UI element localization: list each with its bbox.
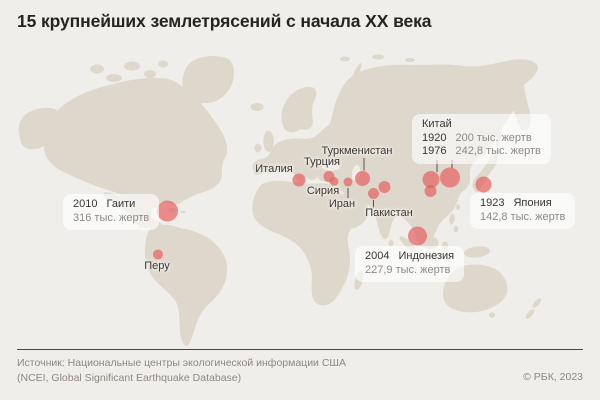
label-row: 1923 Япония bbox=[480, 197, 565, 211]
quake-marker-iran bbox=[343, 177, 353, 187]
label-text: Китай bbox=[422, 118, 452, 130]
quake-marker-pakistan-1 bbox=[368, 188, 379, 199]
label-row: 2004 Индонезия bbox=[365, 250, 454, 264]
label-row: 1920 200 тыс. жертв bbox=[422, 132, 541, 146]
page-title: 15 крупнейших землетрясений с начала XX … bbox=[17, 11, 432, 31]
country-label-peru: Перу bbox=[144, 260, 170, 272]
label-text: 1923 bbox=[480, 197, 505, 209]
quake-label-indonesia: 2004 Индонезия 227,9 тыс. жертв bbox=[355, 246, 465, 282]
label-text: 242,8 тыс. жертв bbox=[455, 145, 541, 157]
label-text: 1920 bbox=[422, 131, 447, 144]
label-text: Индонезия bbox=[398, 250, 455, 262]
quake-markers bbox=[153, 167, 492, 260]
quake-marker-italy bbox=[292, 173, 306, 187]
quake-marker-syria bbox=[329, 177, 339, 186]
label-text: 227,9 тыс. жертв bbox=[365, 263, 451, 276]
label-row: 1976 242,8 тыс. жертв bbox=[422, 145, 541, 159]
label-text: 2004 bbox=[365, 250, 390, 262]
quake-marker-peru bbox=[153, 249, 163, 260]
quake-label-haiti: 2010 Гаити 316 тыс. жертв bbox=[63, 194, 160, 230]
label-text: Япония bbox=[513, 197, 552, 209]
label-row: Китай bbox=[422, 118, 541, 132]
quake-label-china: Китай 1920 200 тыс. жертв 1976 242,8 тыс. же… bbox=[412, 114, 551, 164]
quake-marker-china-1920 bbox=[422, 171, 440, 188]
label-row: 316 тыс. жертв bbox=[73, 212, 149, 226]
source-line-1: Источник: Национальные центры экологичес… bbox=[17, 357, 347, 369]
country-label-syria: Сирия bbox=[306, 185, 340, 197]
label-text: 200 тыс. жертв bbox=[455, 131, 532, 144]
label-text: 2010 bbox=[73, 198, 98, 210]
source-note: Источник: Национальные центры экологичес… bbox=[17, 356, 346, 385]
copyright: © РБК, 2023 bbox=[523, 371, 583, 383]
quake-marker-china-1976 bbox=[440, 167, 460, 188]
label-row: 142,8 тыс. жертв bbox=[480, 211, 565, 225]
label-row: 227,9 тыс. жертв bbox=[365, 264, 454, 278]
label-text: 142,8 тыс. жертв bbox=[480, 210, 566, 223]
label-text: 316 тыс. жертв bbox=[73, 211, 150, 224]
country-label-iran: Иран bbox=[328, 198, 356, 210]
quake-label-japan: 1923 Япония 142,8 тыс. жертв bbox=[470, 193, 576, 229]
quake-marker-china-2008 bbox=[424, 185, 437, 197]
country-label-turkmenistan: Туркменистан bbox=[321, 145, 393, 157]
country-label-pakistan: Пакистан bbox=[365, 207, 413, 219]
label-text: Гаити bbox=[106, 198, 136, 210]
quake-marker-haiti bbox=[157, 200, 178, 222]
quake-marker-pakistan-2 bbox=[378, 181, 391, 193]
country-label-italy: Италия bbox=[255, 163, 293, 175]
country-label-turkey: Турция bbox=[304, 156, 340, 168]
label-row: 2010 Гаити bbox=[73, 198, 149, 212]
quake-marker-japan bbox=[475, 176, 492, 193]
quake-marker-indonesia bbox=[408, 226, 427, 246]
source-line-2: (NCEI, Global Significant Earthquake Dat… bbox=[17, 371, 242, 384]
quake-marker-turkmenistan bbox=[355, 171, 370, 186]
footer-divider bbox=[17, 349, 583, 350]
label-text: 1976 bbox=[422, 145, 447, 157]
